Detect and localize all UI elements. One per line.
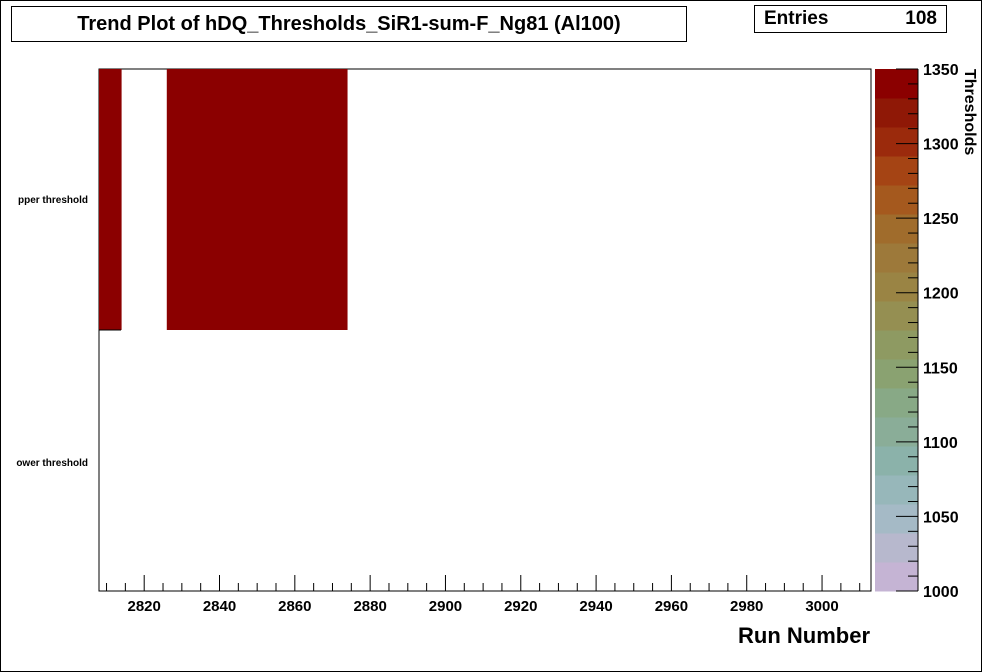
z-tick-label: 1350 (923, 62, 959, 79)
color-scale-swatch (875, 533, 918, 563)
z-tick-label: 1050 (923, 509, 959, 526)
z-tick-label: 1150 (923, 360, 958, 377)
x-axis: 2820 2840 2860 2880 2900 2920 2940 2960 2980 3000 (106, 575, 861, 615)
color-scale-swatch (875, 446, 918, 476)
color-scale-swatch (875, 330, 918, 360)
x-tick-label: 2940 (579, 598, 612, 615)
heatmap-cell-0 (99, 69, 122, 330)
x-tick-label: 2960 (655, 598, 688, 615)
chart-title-box: Trend Plot of hDQ_Thresholds_SiR1-sum-F_… (11, 6, 687, 42)
z-tick-label: 1200 (923, 286, 959, 303)
stats-box: Entries 108 (754, 5, 947, 33)
z-tick-label: 1250 (923, 211, 959, 228)
color-scale-swatch (875, 243, 918, 273)
color-scale-swatch (875, 185, 918, 215)
color-scale-swatch (875, 562, 918, 592)
color-scale-swatch (875, 475, 918, 505)
x-tick-label: 2900 (429, 598, 462, 615)
x-tick-label: 3000 (805, 598, 838, 615)
x-axis-title: Run Number (738, 623, 870, 648)
x-tick-label: 2860 (278, 598, 311, 615)
color-scale-swatch (875, 359, 918, 389)
x-tick-label: 2820 (128, 598, 161, 615)
x-tick-label: 2920 (504, 598, 537, 615)
stats-entries-value: 108 (905, 8, 937, 29)
chart-title: Trend Plot of hDQ_Thresholds_SiR1-sum-F_… (77, 12, 621, 35)
color-scale-swatch (875, 301, 918, 331)
z-tick-label: 1100 (923, 435, 958, 452)
color-scale-swatch (875, 156, 918, 186)
z-tick-label: 1300 (923, 137, 959, 154)
y-category-label-lower: ower threshold (16, 458, 88, 469)
color-scale: 1000 1050 1100 1150 1200 1250 1300 1350 (875, 62, 959, 601)
y-axis: pper threshold ower threshold (16, 195, 121, 469)
color-scale-swatch (875, 272, 918, 302)
x-tick-label: 2840 (203, 598, 236, 615)
color-scale-swatch (875, 214, 918, 244)
x-tick-label: 2980 (730, 598, 763, 615)
z-tick-label: 1000 (923, 584, 959, 601)
heatmap-cell-1 (166, 69, 348, 330)
color-scale-title: Thresholds (961, 69, 978, 155)
color-scale-swatch (875, 504, 918, 534)
color-scale-swatch (875, 127, 918, 157)
y-category-label-upper: pper threshold (18, 195, 88, 206)
color-scale-swatch (875, 98, 918, 128)
heatmap-cells (99, 69, 348, 330)
stats-entries-label: Entries (764, 8, 829, 29)
x-tick-label: 2880 (353, 598, 386, 615)
color-scale-swatch (875, 388, 918, 418)
